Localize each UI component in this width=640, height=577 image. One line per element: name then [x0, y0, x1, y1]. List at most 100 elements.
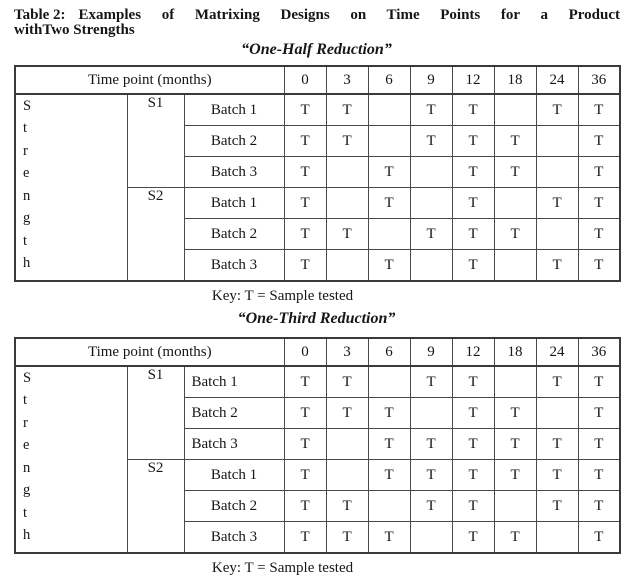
- test-cell: T: [283, 459, 327, 491]
- time-point-header-cell: 36: [577, 65, 621, 95]
- test-cell: T: [577, 521, 621, 554]
- strength-letter: e: [23, 437, 30, 454]
- test-cell: T: [283, 125, 327, 157]
- table-row: Batch 2 T T T T T T: [15, 218, 621, 250]
- table-header-row: Time point (months) 0 3 6 9 12 18 24 36: [14, 65, 621, 95]
- time-point-header-cell: 6: [367, 337, 411, 367]
- test-cell: T: [493, 218, 537, 250]
- test-cell: [367, 93, 411, 126]
- test-cell: [409, 249, 453, 282]
- batch-label-cell: Batch 3: [183, 156, 285, 188]
- test-cell: [493, 93, 537, 126]
- strength-letter: t: [23, 120, 28, 137]
- batch-label-cell: Batch 2: [183, 125, 285, 157]
- strength-letter: e: [23, 165, 30, 182]
- test-cell: [409, 187, 453, 219]
- strength-axis-cell: S t r e n g t h: [14, 365, 128, 554]
- test-cell: T: [493, 156, 537, 188]
- test-cell: T: [367, 521, 411, 554]
- subtitle-one-third-reduction: “One-Third Reduction”: [237, 310, 396, 327]
- test-cell: T: [283, 490, 327, 522]
- test-cell: [367, 218, 411, 250]
- strength-letter: h: [23, 254, 31, 271]
- time-point-header-cell: 12: [451, 337, 495, 367]
- test-cell: [367, 365, 411, 398]
- batch-label-cell: Batch 3: [183, 428, 285, 460]
- test-cell: T: [409, 125, 453, 157]
- test-cell: T: [451, 125, 495, 157]
- test-cell: T: [535, 93, 579, 126]
- strength-group-cell: S1: [126, 93, 185, 188]
- batch-label-cell: Batch 3: [183, 521, 285, 554]
- test-cell: T: [325, 125, 369, 157]
- strength-letter: S: [23, 98, 32, 114]
- strength-letter: n: [23, 459, 31, 476]
- test-cell: T: [283, 397, 327, 429]
- test-cell: [325, 187, 369, 219]
- test-cell: T: [451, 218, 495, 250]
- strength-letter: r: [23, 414, 28, 431]
- test-cell: T: [451, 428, 495, 460]
- test-cell: [409, 156, 453, 188]
- test-cell: T: [283, 156, 327, 188]
- strength-letter: t: [23, 392, 28, 409]
- test-cell: T: [367, 428, 411, 460]
- test-cell: T: [577, 156, 621, 188]
- test-cell: T: [493, 397, 537, 429]
- test-cell: T: [409, 93, 453, 126]
- strength-letter: g: [23, 482, 31, 499]
- time-point-header-cell: 24: [535, 337, 579, 367]
- strength-letter: r: [23, 142, 28, 159]
- test-cell: [409, 397, 453, 429]
- batch-label-cell: Batch 2: [183, 397, 285, 429]
- test-cell: T: [493, 521, 537, 554]
- test-cell: T: [325, 93, 369, 126]
- test-cell: [493, 249, 537, 282]
- time-point-header-cell: 18: [493, 65, 537, 95]
- strength-group-cell: S2: [126, 459, 185, 554]
- test-cell: T: [577, 365, 621, 398]
- batch-label-cell: Batch 1: [183, 459, 285, 491]
- time-point-label-cell: Time point (months): [14, 337, 285, 367]
- test-cell: [535, 521, 579, 554]
- test-cell: [325, 428, 369, 460]
- test-cell: T: [451, 249, 495, 282]
- test-cell: T: [283, 187, 327, 219]
- batch-label-cell: Batch 2: [183, 218, 285, 250]
- table-row: S t r e n g t h S1 Batch 1 T T T T T T: [14, 93, 621, 282]
- table-row: Batch 3 T T T T T: [15, 249, 621, 282]
- page-title-text: Examples of Matrixing Designs on Time Po…: [78, 7, 620, 23]
- test-cell: [325, 459, 369, 491]
- test-cell: T: [451, 521, 495, 554]
- test-cell: [325, 156, 369, 188]
- strength-letter: S: [23, 370, 32, 386]
- test-cell: [535, 218, 579, 250]
- test-cell: T: [283, 521, 327, 554]
- test-cell: [493, 365, 537, 398]
- strength-vertical-label: S t r e n g t h: [16, 95, 127, 274]
- one-half-reduction-table: Time point (months) 0 3 6 9 12 18 24 36 …: [14, 65, 622, 282]
- batch-label-cell: Batch 1: [183, 365, 285, 398]
- table-row: Batch 2 T T T T T T: [15, 490, 621, 522]
- test-cell: T: [535, 490, 579, 522]
- test-cell: T: [451, 156, 495, 188]
- test-cell: T: [283, 365, 327, 398]
- test-cell: T: [451, 397, 495, 429]
- test-cell: T: [367, 397, 411, 429]
- page-title-line2: withTwo Strengths: [14, 21, 135, 38]
- test-cell: T: [493, 125, 537, 157]
- strength-axis-cell: S t r e n g t h: [14, 93, 128, 282]
- test-cell: T: [451, 490, 495, 522]
- test-cell: T: [451, 187, 495, 219]
- strength-letter: g: [23, 210, 31, 227]
- test-cell: T: [577, 187, 621, 219]
- table-row: Batch 2 T T T T T T: [15, 125, 621, 157]
- test-cell: T: [493, 459, 537, 491]
- test-cell: T: [451, 459, 495, 491]
- test-cell: T: [577, 125, 621, 157]
- test-cell: T: [535, 459, 579, 491]
- test-cell: T: [367, 249, 411, 282]
- time-point-header-cell: 3: [325, 337, 369, 367]
- test-cell: T: [577, 428, 621, 460]
- test-cell: [325, 249, 369, 282]
